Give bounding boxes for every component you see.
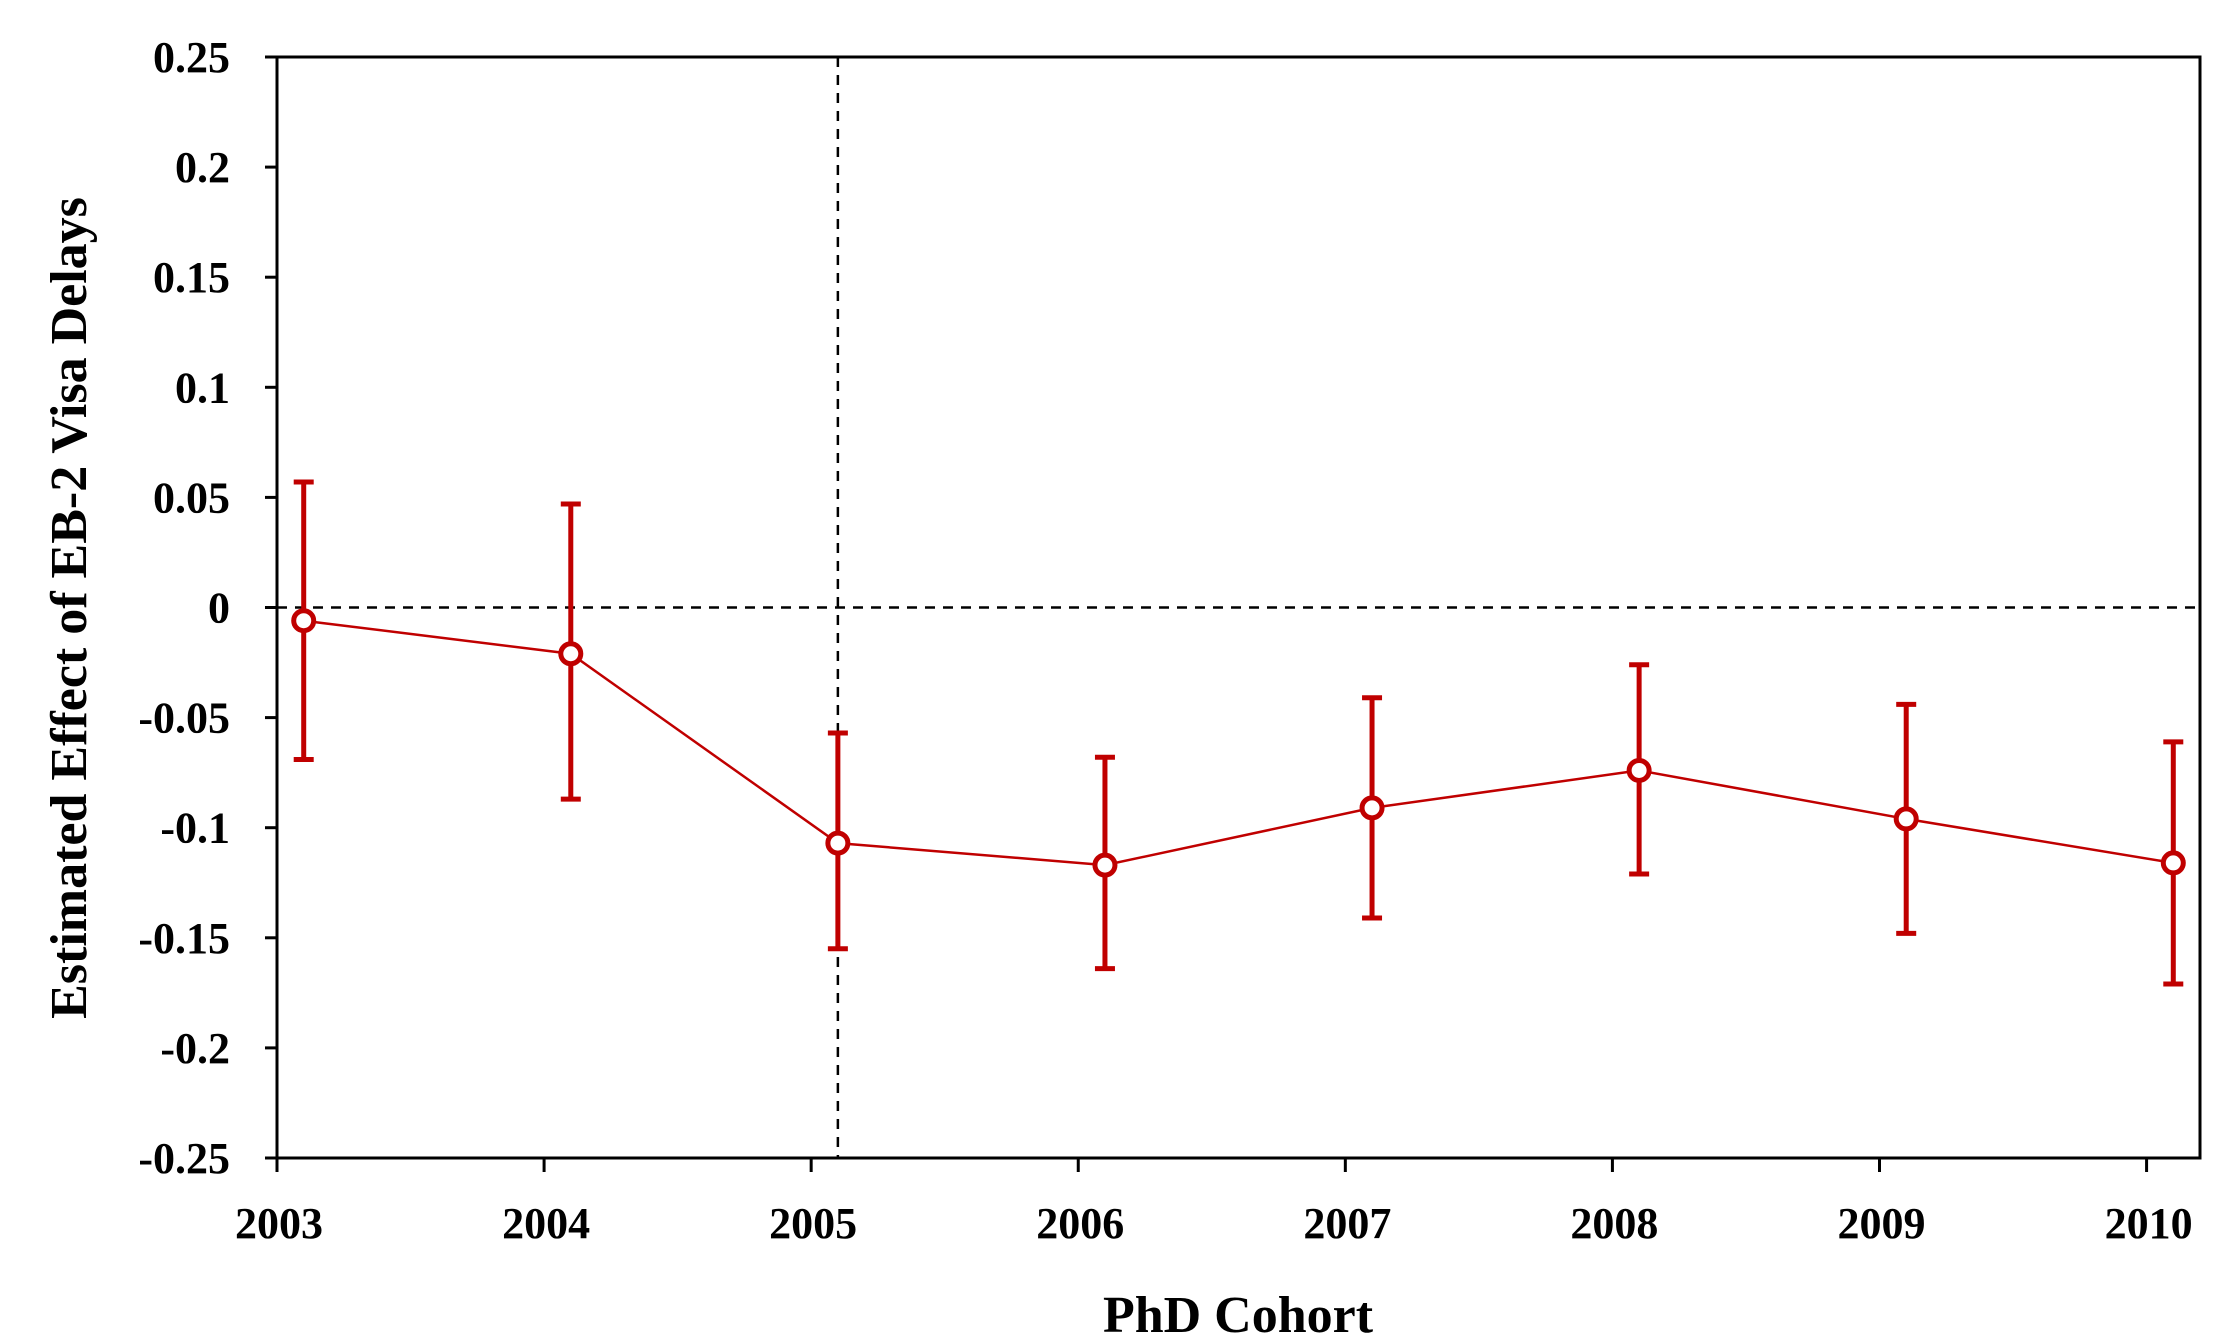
y-tick-label: 0.25 xyxy=(153,33,230,82)
x-tick-label: 2005 xyxy=(769,1199,857,1248)
x-tick-label: 2010 xyxy=(2105,1199,2193,1248)
y-tick-label: -0.05 xyxy=(138,694,230,743)
x-axis-title: PhD Cohort xyxy=(1103,1287,1374,1339)
y-tick-label: -0.1 xyxy=(160,804,230,853)
series-line-group xyxy=(303,619,2174,867)
y-tick-label: 0.1 xyxy=(175,363,230,412)
y-tick-label: -0.2 xyxy=(160,1024,230,1073)
data-point xyxy=(2160,850,2186,876)
y-axis-title: Estimated Effect of EB-2 Visa Delays xyxy=(41,197,98,1019)
y-tick-label: 0 xyxy=(208,584,230,633)
y-tick-label: 0.05 xyxy=(153,473,230,522)
error-bars xyxy=(293,479,2184,987)
x-tick-label: 2003 xyxy=(235,1199,323,1248)
data-point xyxy=(1359,795,1385,821)
x-tick-label: 2004 xyxy=(502,1199,590,1248)
x-axis: 2003 2004 2005 2006 2007 2008 2009 2010 xyxy=(235,1158,2193,1248)
y-axis: 0.25 0.2 0.15 0.1 0.05 0 -0.05 -0.1 -0.15 -0.2 -0.… xyxy=(138,33,277,1183)
x-tick-label: 2007 xyxy=(1303,1199,1391,1248)
x-tick-label: 2008 xyxy=(1570,1199,1658,1248)
data-point xyxy=(1626,757,1652,783)
data-points xyxy=(291,608,2186,878)
y-tick-label: -0.15 xyxy=(138,914,230,963)
data-point xyxy=(1092,852,1118,878)
data-point xyxy=(825,830,851,856)
data-point xyxy=(558,641,584,667)
y-tick-label: 0.15 xyxy=(153,253,230,302)
series-line xyxy=(303,619,2174,867)
data-point xyxy=(1893,806,1919,832)
y-tick-label: -0.25 xyxy=(138,1134,230,1183)
x-tick-label: 2009 xyxy=(1838,1199,1926,1248)
x-tick-label: 2006 xyxy=(1036,1199,1124,1248)
y-tick-label: 0.2 xyxy=(175,143,230,192)
data-point xyxy=(291,608,317,634)
reference-lines xyxy=(277,57,2200,1158)
